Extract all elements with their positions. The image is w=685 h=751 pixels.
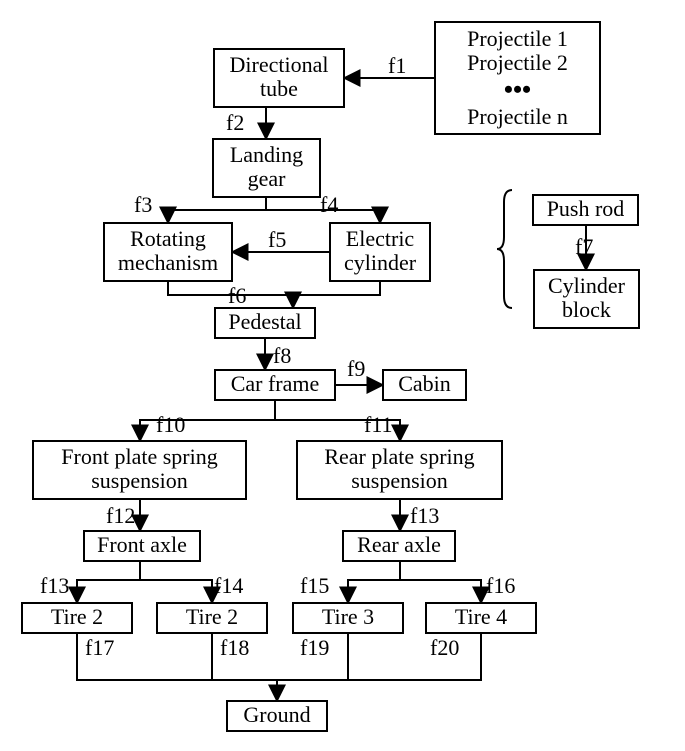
edge-label-f6: f6 (228, 283, 246, 308)
node-cylinder_block: Cylinderblock (534, 270, 639, 328)
node-label: Pedestal (228, 309, 301, 334)
node-tire1: Tire 2 (22, 603, 132, 633)
edge-label-f12: f12 (106, 503, 135, 528)
node-label: Ground (243, 702, 310, 727)
edge-label-f7: f7 (575, 234, 593, 259)
node-label: Cabin (398, 371, 451, 396)
edge-f14 (140, 561, 212, 603)
node-label: Electriccylinder (344, 226, 417, 275)
edge-label-f13r: f13 (410, 503, 439, 528)
node-push_rod: Push rod (533, 195, 638, 225)
node-label: Front axle (97, 532, 187, 557)
node-tire4: Tire 4 (426, 603, 536, 633)
node-label: Tire 2 (186, 604, 238, 629)
edge-label-f20: f20 (430, 635, 459, 660)
edge-label-f3: f3 (134, 192, 152, 217)
node-label: Projectile n (467, 104, 568, 129)
edge-f6-b (293, 281, 380, 295)
edge-label-f16: f16 (486, 573, 515, 598)
node-directional_tube: Directionaltube (214, 49, 344, 107)
node-landing_gear: Landinggear (213, 139, 320, 197)
node-tire2: Tire 2 (157, 603, 267, 633)
node-front_axle: Front axle (84, 531, 200, 561)
edge-label-f9: f9 (347, 356, 365, 381)
node-pedestal: Pedestal (215, 308, 315, 338)
node-tire3: Tire 3 (293, 603, 403, 633)
node-projectiles: Projectile 1Projectile 2•••Projectile n (435, 22, 600, 134)
node-label: Tire 2 (51, 604, 103, 629)
edge-label-f5: f5 (268, 227, 286, 252)
node-electric_cyl: Electriccylinder (330, 223, 430, 281)
node-front_susp: Front plate springsuspension (33, 441, 246, 499)
edge-label-f8: f8 (273, 343, 291, 368)
edge-label-f1: f1 (388, 53, 406, 78)
node-rear_axle: Rear axle (343, 531, 455, 561)
brace (497, 190, 512, 308)
edge-label-f15: f15 (300, 573, 329, 598)
node-label: Push rod (547, 196, 625, 221)
node-rear_susp: Rear plate springsuspension (297, 441, 502, 499)
edge-f16 (400, 561, 481, 603)
node-label: Tire 4 (455, 604, 507, 629)
edge-label-f18: f18 (220, 635, 249, 660)
flowchart: Projectile 1Projectile 2•••Projectile n D… (0, 0, 685, 751)
edge-label-f19: f19 (300, 635, 329, 660)
edge-label-f14: f14 (214, 573, 243, 598)
edge-label-f17: f17 (85, 635, 114, 660)
edge-f13 (77, 561, 140, 603)
edge-label-f13: f13 (40, 573, 69, 598)
node-ground: Ground (227, 701, 327, 731)
edge-f3 (168, 197, 266, 223)
node-label: Rear axle (357, 532, 441, 557)
edge-label-f4: f4 (320, 192, 338, 217)
node-car_frame: Car frame (215, 370, 335, 400)
node-label: Rotatingmechanism (118, 226, 218, 275)
edge-label-f2: f2 (226, 110, 244, 135)
edge-label-f10: f10 (156, 412, 185, 437)
node-cabin: Cabin (383, 370, 466, 400)
node-label: Tire 3 (322, 604, 374, 629)
ellipsis: ••• (504, 75, 531, 104)
node-label: Car frame (231, 371, 320, 396)
node-label: Projectile 1Projectile 2 (467, 26, 568, 75)
edge-label-f11: f11 (364, 412, 393, 437)
edge-f15 (348, 561, 400, 603)
node-rotating_mech: Rotatingmechanism (104, 223, 232, 281)
